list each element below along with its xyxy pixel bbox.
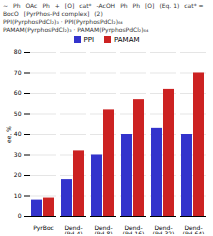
html-text:Ph: Ph	[42, 2, 50, 9]
html-text:(Eq. 1): (Eq. 1)	[159, 2, 180, 9]
svg-text:10: 10	[14, 192, 22, 199]
svg-text:80: 80	[14, 48, 22, 55]
html-text:PPI(PyrphosPdCl₂)₃ ‧ PPI(Pyrph: PPI(PyrphosPdCl₂)₃ ‧ PPI(PyrphosPdCl₂)₆₄	[3, 18, 123, 25]
html-text:Ph: Ph	[120, 2, 128, 9]
html-text:Ph: Ph	[13, 2, 21, 9]
html-text:cat*: cat*	[79, 2, 92, 9]
svg-text:Dend-(Pd-64): Dend-(Pd-64)	[183, 224, 205, 234]
html-text:Ph: Ph	[132, 2, 140, 9]
svg-text:PyrBoc: PyrBoc	[33, 224, 54, 232]
svg-text:70: 70	[14, 69, 22, 76]
html-text:BocO: BocO	[3, 10, 19, 17]
svg-text:40: 40	[14, 130, 22, 137]
html-text:PAMAM(PyrphosPdCl₂)₃ ‧ PAMAM(P: PAMAM(PyrphosPdCl₂)₃ ‧ PAMAM(PyrphosPdCl…	[3, 26, 149, 33]
svg-text:30: 30	[14, 151, 22, 158]
svg-text:0: 0	[18, 212, 22, 219]
html-text:-AcOH: -AcOH	[96, 2, 116, 9]
svg-text:ee, %: ee, %	[5, 126, 12, 143]
svg-text:50: 50	[14, 110, 22, 117]
html-text:[PyrPhos-Pd complex]: [PyrPhos-Pd complex]	[23, 10, 90, 17]
html-text:(2): (2)	[94, 10, 103, 17]
html-text:PAMAM: PAMAM	[114, 36, 140, 44]
html-text:cat* =: cat* =	[184, 2, 204, 9]
html-text:[O]: [O]	[64, 2, 75, 9]
svg-text:Dend-(Pd-16): Dend-(Pd-16)	[123, 224, 145, 234]
svg-text:Dend-(Pd-8): Dend-(Pd-8)	[94, 224, 112, 234]
svg-text:Dend-(Pd-32): Dend-(Pd-32)	[153, 224, 175, 234]
svg-text:60: 60	[14, 89, 22, 96]
svg-text:Dend-(Pd-4): Dend-(Pd-4)	[64, 224, 82, 234]
svg-text:20: 20	[14, 171, 22, 178]
html-text:PPI: PPI	[83, 36, 94, 44]
html-text:[O]: [O]	[145, 2, 155, 9]
html-text:OAc: OAc	[25, 2, 38, 9]
